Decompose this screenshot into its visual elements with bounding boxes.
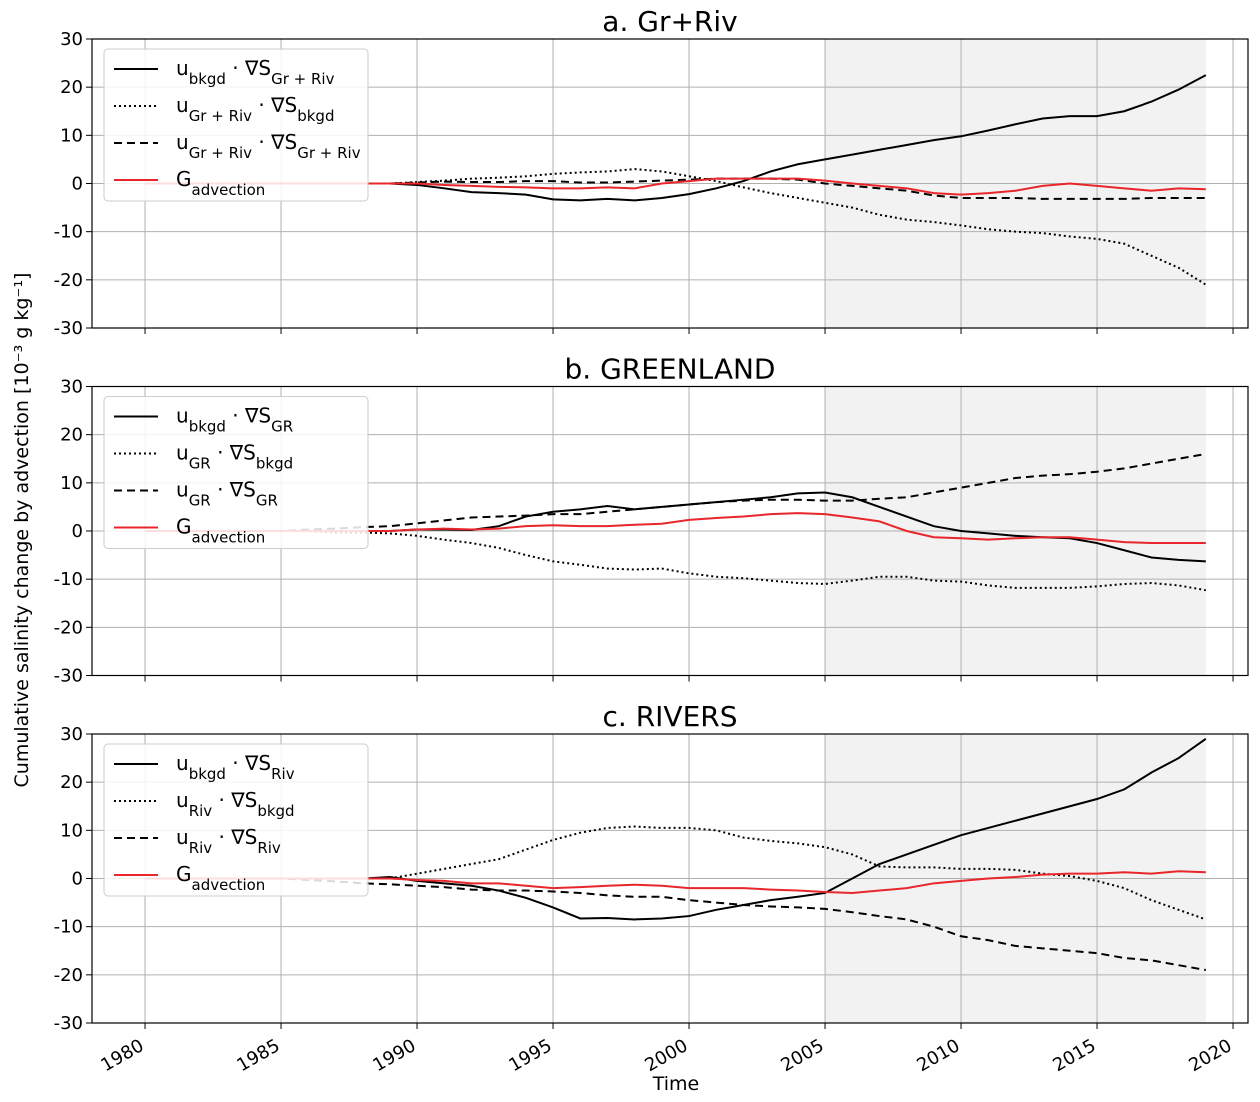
y-tick-label: -20: [54, 270, 83, 291]
y-tick-label: 10: [60, 820, 83, 841]
legend-label: Gadvection: [176, 167, 265, 199]
y-tick-label: -10: [54, 222, 83, 243]
y-tick-label: -30: [54, 1013, 83, 1034]
y-tick-label: 0: [72, 174, 83, 195]
y-tick-label: -10: [54, 917, 83, 938]
y-tick-label: 0: [72, 521, 83, 542]
y-tick-label: -20: [54, 617, 83, 638]
legend-label: uGR · ∇Sbkgd: [176, 441, 293, 473]
x-tick-label: 1985: [233, 1035, 283, 1076]
x-tick-label: 1995: [505, 1035, 555, 1076]
legend-label: Gadvection: [176, 515, 265, 547]
legend-label: uGr + Riv · ∇Sbkgd: [176, 93, 334, 125]
y-tick-label: 20: [60, 425, 83, 446]
y-tick-label: 20: [60, 77, 83, 98]
legend-label: ubkgd · ∇SGR: [176, 404, 293, 436]
legend-label: uGR · ∇SGR: [176, 478, 278, 510]
plot-frame: [91, 38, 1249, 329]
y-tick-label: 30: [60, 724, 83, 745]
y-tick-label: 30: [60, 377, 83, 398]
legend-label: uRiv · ∇Sbkgd: [176, 788, 295, 820]
y-tick-label: 20: [60, 772, 83, 793]
y-tick-label: -10: [54, 569, 83, 590]
x-tick-label: 1990: [369, 1035, 419, 1076]
legend-label: uRiv · ∇SRiv: [176, 825, 281, 857]
x-tick-label: 2020: [1185, 1035, 1235, 1076]
legend-label: uGr + Riv · ∇SGr + Riv: [176, 130, 361, 162]
y-tick-label: -30: [54, 318, 83, 339]
y-tick-label: 0: [72, 869, 83, 890]
legend-box: [103, 48, 369, 202]
x-tick-label: 2015: [1049, 1035, 1099, 1076]
x-tick-label: 2005: [777, 1035, 827, 1076]
x-tick-label: 2000: [641, 1035, 691, 1076]
x-tick-label: 1980: [97, 1035, 147, 1076]
y-tick-label: -20: [54, 965, 83, 986]
legend-box: [103, 743, 369, 897]
y-tick-label: -30: [54, 666, 83, 687]
x-axis-label: Time: [652, 1073, 700, 1095]
legend-label: ubkgd · ∇SRiv: [176, 751, 295, 783]
chart-title: b. GREENLAND: [565, 353, 776, 386]
chart-title: a. Gr+Riv: [602, 5, 737, 38]
y-axis-label: Cumulative salinity change by advection …: [11, 273, 33, 788]
legend-box: [103, 396, 369, 549]
legend-label: ubkgd · ∇SGr + Riv: [176, 56, 335, 88]
plot-frame: [91, 385, 1249, 677]
y-tick-label: 30: [60, 29, 83, 50]
x-tick-label: 2010: [913, 1035, 963, 1076]
chart-title: c. RIVERS: [603, 700, 738, 733]
y-tick-label: 10: [60, 473, 83, 494]
plot-frame: [91, 733, 1249, 1024]
legend-label: Gadvection: [176, 862, 265, 894]
y-tick-label: 10: [60, 125, 83, 146]
